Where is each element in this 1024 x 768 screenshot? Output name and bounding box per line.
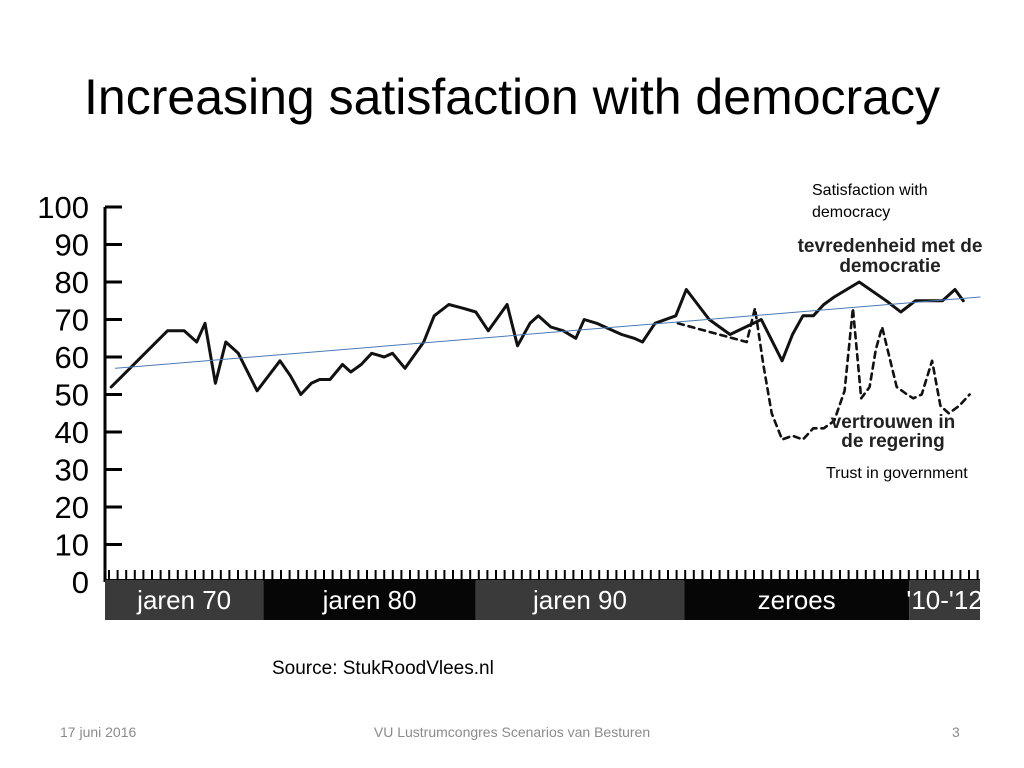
period-bar: jaren 70 jaren 80 jaren 90 zeroes '10-'12: [105, 580, 983, 620]
y-tick-label: 10: [55, 528, 89, 563]
chart-annotation-line: democratie: [839, 256, 940, 277]
y-tick-label: 100: [37, 190, 89, 225]
source-note: Source: StukRoodVlees.nl: [272, 658, 494, 679]
y-tick-label: 70: [55, 303, 89, 338]
y-tick-label: 80: [55, 265, 89, 300]
period-label: zeroes: [758, 585, 836, 615]
footer-event: VU Lustrumcongres Scenarios van Besturen: [373, 724, 651, 740]
trust-annotation: Trust in government: [826, 465, 968, 482]
period-label: jaren 80: [322, 585, 417, 615]
period-segment: [684, 580, 910, 620]
period-label: jaren 70: [136, 585, 231, 615]
y-tick-label: 20: [55, 490, 89, 525]
y-tick-label: 0: [72, 565, 89, 600]
y-axis: [103, 205, 122, 584]
footer-date: 17 juni 2016: [60, 724, 137, 740]
period-segment: [105, 580, 264, 620]
chart-annotation-line: tevredenheid met de: [798, 236, 983, 257]
period-segment: [909, 580, 980, 620]
chart-annotation-line: vertrouwen in: [831, 412, 956, 433]
satisfaction-series-line: [109, 280, 965, 396]
y-tick-label: 90: [55, 228, 89, 263]
period-label: '10-'12: [906, 585, 982, 615]
x-axis: [105, 570, 980, 581]
trend-line: [114, 296, 981, 369]
series-lines: [109, 280, 981, 441]
y-tick-label: 30: [55, 453, 89, 488]
period-label: jaren 90: [532, 585, 627, 615]
period-segment: [263, 580, 476, 620]
y-tick-label: 50: [55, 378, 89, 413]
period-segment: [475, 580, 685, 620]
y-tick-label: 40: [55, 415, 89, 450]
slide-title: Increasing satisfaction with democracy: [84, 69, 940, 125]
y-tick-label: 60: [55, 340, 89, 375]
trust-series-line: [676, 306, 971, 441]
satisfaction-annotation: Satisfaction with democracy: [812, 182, 928, 221]
chart-annotation-line: de regering: [841, 431, 944, 452]
footer-page-number: 3: [952, 724, 960, 740]
